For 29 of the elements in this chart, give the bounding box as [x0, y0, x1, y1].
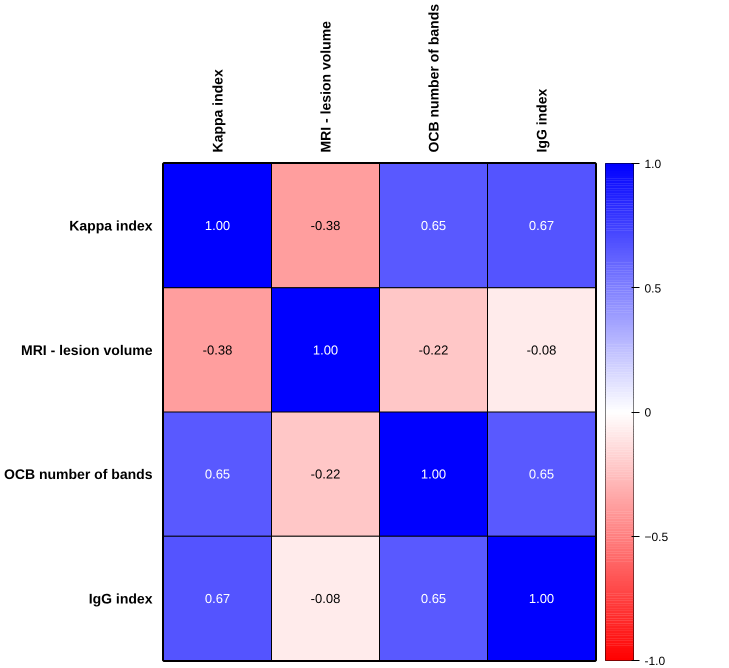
color-bar-label: -1.0 — [644, 654, 666, 668]
color-bar-label: 1.0 — [644, 157, 662, 171]
data-label: 1.00 — [420, 466, 446, 482]
data-label: -0.22 — [310, 466, 340, 482]
data-label: -0.08 — [526, 342, 556, 358]
x-tick-label: Kappa index — [210, 69, 226, 152]
color-bar-label: 0 — [644, 406, 652, 420]
color-bar-label: 0.5 — [644, 281, 662, 296]
data-label: 0.67 — [204, 590, 230, 606]
y-tick-label: Kappa index — [69, 218, 153, 234]
data-label: 0.65 — [420, 590, 446, 606]
data-label: -0.38 — [310, 218, 340, 234]
y-tick-label: OCB number of bands — [4, 466, 153, 482]
data-label: -0.22 — [418, 342, 448, 358]
y-tick-label: IgG index — [88, 590, 153, 606]
data-label: 1.00 — [204, 218, 230, 234]
data-label: -0.38 — [202, 342, 232, 358]
x-tick-label: IgG index — [534, 88, 550, 152]
y-tick-label: MRI - lesion volume — [21, 342, 153, 358]
x-tick-label: MRI - lesion volume — [318, 20, 334, 152]
data-label: 1.00 — [312, 342, 338, 358]
data-label: 0.65 — [528, 466, 554, 482]
data-label: -0.08 — [310, 590, 340, 606]
data-label: 0.65 — [420, 218, 446, 234]
data-label: 0.65 — [204, 466, 230, 482]
x-tick-label: OCB number of bands — [426, 4, 442, 152]
data-label: 0.67 — [528, 218, 554, 234]
color-bar-label: −0.5 — [644, 530, 669, 544]
data-label: 1.00 — [528, 590, 554, 606]
